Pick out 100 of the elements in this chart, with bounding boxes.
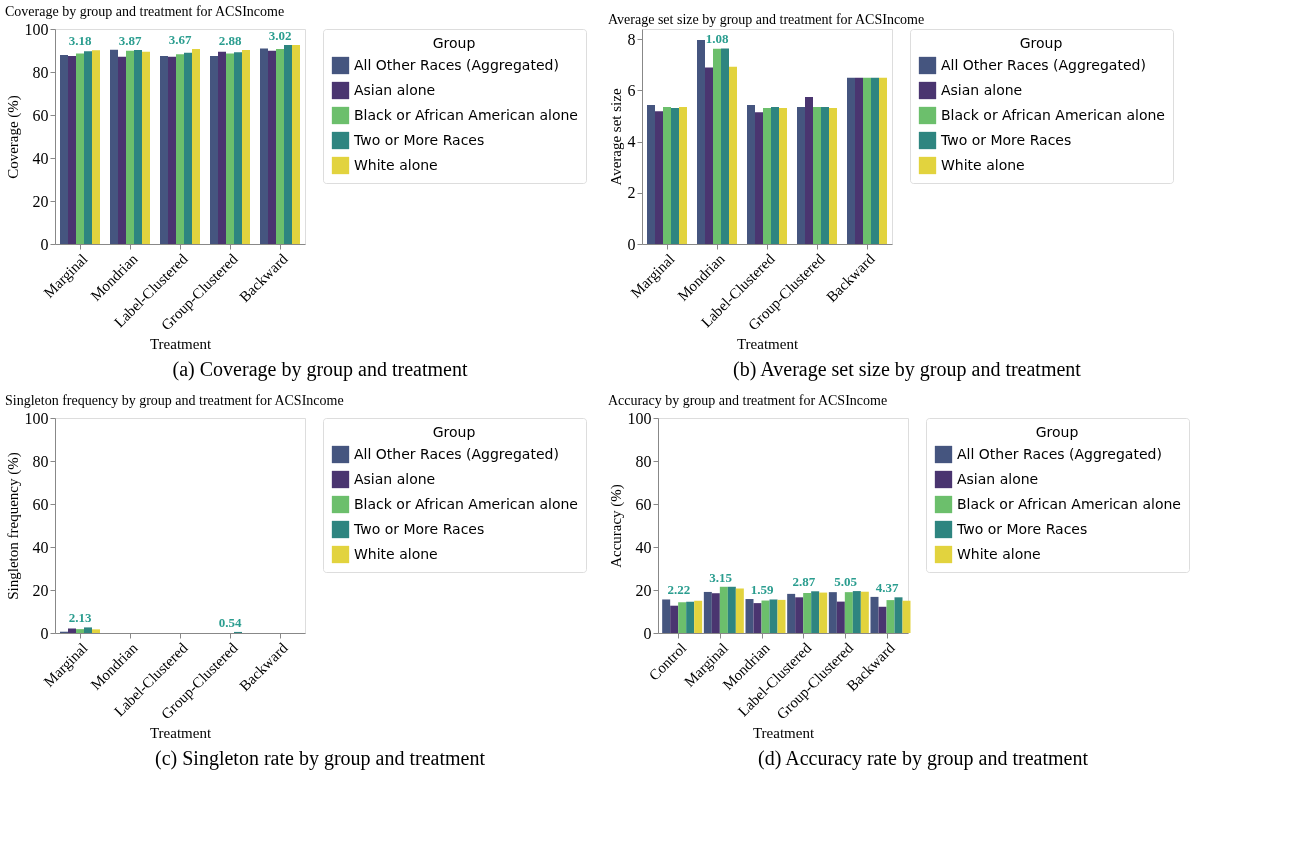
legend-label: All Other Races (Aggregated) <box>354 445 559 462</box>
legend-title: Group <box>432 35 476 51</box>
bar <box>655 111 663 244</box>
bar <box>811 591 820 633</box>
legend-label: Two or More Races <box>353 520 485 537</box>
chart-title: Coverage by group and treatment for ACSIncome <box>5 4 285 19</box>
legend-label: All Other Races (Aggregated) <box>354 56 559 73</box>
bar <box>670 605 679 633</box>
bar <box>705 67 713 244</box>
annotation: 1.59 <box>750 582 775 598</box>
bar <box>697 40 705 244</box>
y-tick-label: 60 <box>32 106 49 124</box>
y-tick-label: 100 <box>24 409 49 427</box>
bar <box>797 107 805 244</box>
bar <box>863 77 871 244</box>
bar <box>678 602 687 633</box>
bar <box>844 592 853 633</box>
bar <box>886 600 895 633</box>
annotation: 2.13 <box>68 610 92 626</box>
annotation: 3.87 <box>118 32 142 48</box>
legend-label: Asian alone <box>957 470 1039 487</box>
text: (b) Average set size by group and treatment <box>733 358 1082 381</box>
bar <box>836 601 845 633</box>
bar <box>821 107 829 244</box>
bar <box>745 599 754 633</box>
text: (c) Singleton rate by group and treatment <box>155 747 486 770</box>
bar <box>860 591 869 633</box>
bar <box>747 105 755 244</box>
legend-label: Asian alone <box>941 81 1023 98</box>
bar <box>686 601 695 633</box>
y-tick-label: 40 <box>32 538 49 556</box>
y-tick-label: 2 <box>627 184 636 202</box>
bar <box>694 600 703 633</box>
bar <box>777 599 786 633</box>
bar <box>828 592 837 633</box>
bar <box>719 586 728 633</box>
bar <box>662 599 671 633</box>
bar <box>902 600 911 633</box>
bar <box>671 108 679 244</box>
bar <box>663 107 671 244</box>
bar <box>894 597 903 633</box>
bar <box>769 599 778 633</box>
y-tick-label: 0 <box>40 624 49 642</box>
bar <box>771 107 779 244</box>
legend-label: Asian alone <box>354 81 436 98</box>
annotation: 5.05 <box>834 574 858 590</box>
annotation: 0.54 <box>218 614 242 630</box>
y-tick-label: 60 <box>635 495 652 513</box>
y-tick-label: 80 <box>32 452 49 470</box>
y-tick-label: 80 <box>635 452 652 470</box>
annotation: 1.08 <box>705 31 729 47</box>
annotation: 4.37 <box>875 579 900 595</box>
bar <box>852 591 861 633</box>
bar <box>647 105 655 244</box>
x-axis-title: Treatment <box>149 725 212 742</box>
legend-title: Group <box>1019 35 1063 51</box>
bar <box>761 600 770 633</box>
text: (a) Coverage by group and treatment <box>172 358 468 381</box>
bar <box>879 77 887 244</box>
legend-label: Asian alone <box>354 470 436 487</box>
y-tick-label: 80 <box>32 63 49 81</box>
y-tick-label: 40 <box>635 538 652 556</box>
x-axis-title: Treatment <box>149 336 212 353</box>
y-tick-label: 0 <box>40 235 49 253</box>
bar <box>855 77 863 244</box>
annotation: 3.18 <box>68 33 92 49</box>
text: (d) Accuracy rate by group and treatment <box>758 747 1089 770</box>
y-axis-title: Average set size <box>607 88 624 186</box>
bar <box>870 596 879 633</box>
y-tick-label: 100 <box>627 409 652 427</box>
bar <box>871 77 879 244</box>
bar <box>805 97 813 244</box>
legend-label: Black or African American alone <box>957 495 1181 512</box>
legend-label: Two or More Races <box>940 131 1072 148</box>
bar <box>755 112 763 244</box>
bar <box>878 606 887 633</box>
bar <box>703 591 712 633</box>
legend-label: Black or African American alone <box>354 106 578 123</box>
annotation: 2.22 <box>667 582 691 598</box>
bar <box>847 77 855 244</box>
legend-label: White alone <box>957 545 1041 562</box>
bar <box>679 107 687 244</box>
y-tick-label: 6 <box>627 81 636 99</box>
y-axis-title: Coverage (%) <box>4 95 22 179</box>
x-axis-title: Treatment <box>752 725 815 742</box>
bar <box>763 108 771 244</box>
chart-title: Accuracy by group and treatment for ACSIncome <box>608 393 888 408</box>
bar <box>727 586 736 633</box>
bar <box>803 593 812 633</box>
bar <box>721 48 729 244</box>
bar <box>787 593 796 633</box>
y-tick-label: 4 <box>627 133 636 151</box>
y-tick-label: 20 <box>635 581 652 599</box>
legend-label: Two or More Races <box>353 131 485 148</box>
legend-label: Black or African American alone <box>354 495 578 512</box>
annotation: 2.88 <box>218 33 242 49</box>
bar <box>753 603 762 633</box>
annotation: 3.02 <box>268 27 292 43</box>
bar <box>813 107 821 244</box>
bar <box>819 592 828 633</box>
